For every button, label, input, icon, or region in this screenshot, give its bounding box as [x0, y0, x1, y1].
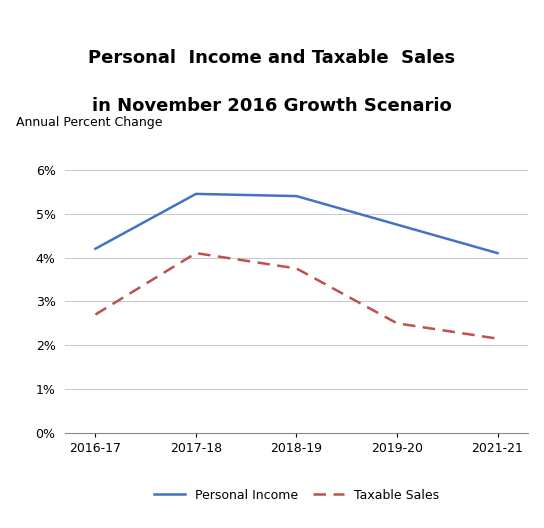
Text: Annual Percent Change: Annual Percent Change [16, 116, 163, 129]
Text: in November 2016 Growth Scenario: in November 2016 Growth Scenario [92, 97, 452, 115]
Legend: Personal Income, Taxable Sales: Personal Income, Taxable Sales [149, 484, 444, 506]
Text: Personal  Income and Taxable  Sales: Personal Income and Taxable Sales [89, 49, 455, 67]
